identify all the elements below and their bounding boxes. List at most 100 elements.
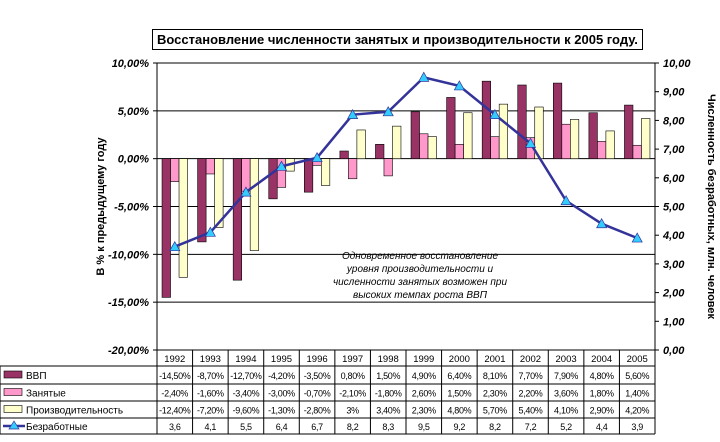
table-cell: -7,20% bbox=[197, 406, 224, 416]
y-tick-label: -5,00% bbox=[114, 202, 149, 214]
x-tick-label: 1997 bbox=[342, 354, 363, 365]
x-tick-label: 1998 bbox=[378, 354, 399, 365]
bar-ВВП bbox=[339, 150, 349, 159]
bar-ВВП bbox=[304, 158, 314, 193]
table-cell: -9,60% bbox=[233, 406, 260, 416]
bar-Занятые bbox=[632, 144, 642, 159]
bar-Производительность bbox=[498, 103, 508, 159]
y2-tick-label: 10,00 bbox=[663, 58, 691, 70]
line-marker bbox=[489, 108, 501, 120]
x-tick-label: 2001 bbox=[484, 354, 505, 365]
y-tick-label: 10,00% bbox=[112, 58, 150, 70]
y-axis-label: В % к предыдущему году bbox=[95, 137, 107, 276]
x-tick-label: 1995 bbox=[271, 354, 292, 365]
bar-Производительность bbox=[214, 158, 224, 228]
y2-tick-label: 5,00 bbox=[663, 202, 685, 214]
legend-label: Занятые bbox=[26, 389, 66, 400]
table-cell: 3,60% bbox=[554, 389, 578, 399]
bar-ВВП bbox=[375, 144, 385, 159]
table-cell: 5,2 bbox=[560, 422, 572, 432]
line-marker bbox=[418, 71, 430, 82]
line-marker bbox=[240, 186, 252, 197]
annotation-line: уровня производительности и bbox=[346, 264, 494, 275]
table-cell: -3,00% bbox=[268, 389, 295, 399]
line-marker bbox=[524, 137, 537, 148]
bar-Занятые bbox=[348, 158, 358, 180]
y2-tick-label: 0,00 bbox=[663, 345, 685, 357]
line-marker bbox=[311, 151, 323, 163]
bar-ВВП bbox=[268, 158, 278, 200]
bar-Занятые bbox=[241, 158, 251, 192]
bar-Занятые bbox=[276, 158, 287, 188]
table-cell: 1,50% bbox=[447, 389, 471, 399]
x-tick-label: 1993 bbox=[200, 354, 221, 365]
table-cell: 6,4 bbox=[276, 422, 288, 432]
table-cell: 2,90% bbox=[590, 406, 614, 416]
y2-tick-label: 1,00 bbox=[663, 316, 685, 328]
table-cell: -2,10% bbox=[339, 389, 366, 399]
table-cell: -12,70% bbox=[230, 371, 262, 381]
y2-tick-label: 6,00 bbox=[663, 173, 685, 185]
bar-Производительность bbox=[356, 129, 366, 159]
table-cell: 1,80% bbox=[590, 389, 614, 399]
table-cell: 5,40% bbox=[518, 406, 542, 416]
table-cell: -3,40% bbox=[233, 389, 260, 399]
table-cell: 7,90% bbox=[554, 371, 578, 381]
line-marker bbox=[169, 240, 181, 252]
legend-label: Производительность bbox=[26, 406, 123, 417]
table-cell: 3,40% bbox=[376, 406, 400, 416]
bar-Занятые bbox=[597, 141, 607, 159]
table-cell: 9,5 bbox=[418, 422, 430, 432]
bar-Производительность bbox=[249, 158, 259, 251]
bar-ВВП bbox=[624, 104, 634, 159]
table-cell: -0,70% bbox=[304, 389, 331, 399]
y-tick-label: 0,00% bbox=[118, 154, 149, 166]
bar-Занятые bbox=[383, 158, 393, 177]
bar-Занятые bbox=[419, 133, 429, 159]
bar-Производительность bbox=[570, 119, 580, 159]
line-marker bbox=[204, 226, 216, 237]
table-cell: 2,30% bbox=[412, 406, 436, 416]
table-cell: -14,50% bbox=[159, 371, 191, 381]
line-marker bbox=[596, 217, 608, 229]
bar-Производительность bbox=[321, 158, 331, 186]
bar-Занятые bbox=[170, 158, 180, 182]
y2-tick-label: 3,00 bbox=[663, 259, 685, 271]
y2-tick-label: 7,00 bbox=[663, 144, 685, 156]
table-cell: -1,60% bbox=[197, 389, 224, 399]
legend-key-marker bbox=[8, 420, 20, 430]
table-cell: 5,70% bbox=[483, 406, 507, 416]
legend-label: Безработные bbox=[26, 421, 88, 433]
table-cell: 3% bbox=[346, 406, 359, 416]
table-cell: -1,30% bbox=[268, 406, 295, 416]
x-tick-label: 2005 bbox=[627, 354, 648, 365]
x-tick-label: 2004 bbox=[591, 354, 612, 365]
x-tick-label: 1996 bbox=[307, 354, 328, 365]
table-cell: -2,80% bbox=[304, 406, 331, 416]
line-marker bbox=[275, 160, 288, 171]
chart-title: Восстановление численности занятых и про… bbox=[152, 29, 643, 50]
bar-ВВП bbox=[232, 158, 242, 281]
table-cell: 1,40% bbox=[625, 389, 649, 399]
y-tick-label: -20,00% bbox=[108, 345, 149, 357]
bar-ВВП bbox=[517, 84, 527, 159]
table-cell: -4,20% bbox=[268, 371, 295, 381]
table-cell: 2,30% bbox=[483, 389, 507, 399]
annotation-line: Одновременное восстановление bbox=[341, 251, 499, 262]
x-tick-label: 1999 bbox=[413, 354, 434, 365]
table-cell: 4,10% bbox=[554, 406, 578, 416]
bar-ВВП bbox=[588, 112, 598, 159]
table-cell: 4,20% bbox=[625, 406, 649, 416]
table-cell: 5,60% bbox=[625, 371, 649, 381]
bar-Производительность bbox=[641, 118, 651, 159]
legend-key-Производительность bbox=[3, 405, 23, 413]
bar-Занятые bbox=[561, 123, 571, 159]
bar-Производительность bbox=[427, 136, 437, 159]
legend-key-ВВП bbox=[3, 370, 23, 379]
y2-tick-label: 9,00 bbox=[663, 87, 685, 99]
bar-ВВП bbox=[161, 158, 171, 298]
table-cell: 9,2 bbox=[454, 422, 466, 432]
x-tick-label: 2003 bbox=[556, 354, 577, 365]
y-tick-label: -10,00% bbox=[108, 249, 149, 261]
